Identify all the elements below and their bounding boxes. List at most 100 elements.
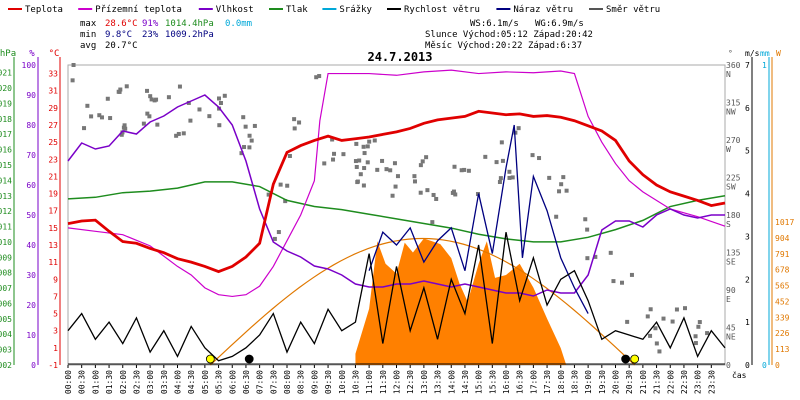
x-tick-label: 19:00 <box>584 370 593 394</box>
wind-direction-marker <box>547 175 552 180</box>
wind-direction-marker <box>365 160 370 165</box>
wind-direction-marker <box>176 131 181 136</box>
axis-tick-label: 5 <box>745 147 750 156</box>
axis-tick-label: 565 <box>775 282 790 291</box>
wind-direction-marker <box>241 115 246 120</box>
wind-direction-marker <box>116 89 121 94</box>
wind-direction-marker <box>355 179 360 184</box>
axis-tick-label: 1017 <box>0 130 12 139</box>
wind-direction-marker <box>674 307 679 312</box>
axis-unit-label: hPa <box>0 49 16 59</box>
axis-unit-label: % <box>29 49 35 59</box>
wind-direction-marker <box>390 193 395 198</box>
axis-tick-label: 11 <box>48 258 58 267</box>
wind-direction-marker <box>653 326 658 331</box>
wind-direction-marker <box>513 130 518 135</box>
axis-tick-label: 1021 <box>0 69 12 78</box>
wind-direction-marker <box>292 126 297 131</box>
wind-direction-marker <box>507 175 512 180</box>
wind-direction-marker <box>384 167 389 172</box>
wind-direction-marker <box>362 151 367 156</box>
x-tick-label: 17:00 <box>529 370 538 394</box>
wind-direction-marker <box>388 168 393 173</box>
axis-tick-label: 791 <box>775 250 790 259</box>
wind-direction-marker <box>89 114 94 119</box>
wind-direction-marker <box>670 319 675 324</box>
wind-direction-marker <box>420 159 425 164</box>
wind-direction-marker <box>354 141 359 146</box>
x-tick-label: 10:00 <box>338 370 347 394</box>
x-tick-label: 09:30 <box>324 370 333 394</box>
x-tick-label: 02:30 <box>132 370 141 394</box>
x-tick-label: 11:00 <box>365 370 374 394</box>
wind-direction-marker <box>380 158 385 163</box>
solar-max-curve <box>209 237 636 366</box>
wind-direction-marker <box>330 137 335 142</box>
axis-unit-label: °C <box>49 49 60 59</box>
axis-tick-label: 90 <box>26 91 36 100</box>
wind-direction-marker <box>322 161 327 166</box>
axis-tick-label: 17 <box>48 207 58 216</box>
legend-label-6: Náraz větru <box>513 5 573 15</box>
wind-direction-marker <box>249 138 254 143</box>
wind-direction-marker <box>216 96 221 101</box>
wind-direction-marker <box>483 154 488 159</box>
axis-tick-label: 30 <box>26 271 36 280</box>
x-tick-label: 01:30 <box>105 370 114 394</box>
sunset-marker <box>630 354 640 364</box>
wind-direction-marker <box>242 145 247 150</box>
axis-tick-label: 4 <box>745 190 750 199</box>
wind-direction-marker <box>510 175 515 180</box>
axis-tick-label: SW <box>726 183 736 192</box>
axis-tick-label: 3 <box>53 327 58 336</box>
legend-label-1: Přízemní teplota <box>95 5 182 15</box>
wind-direction-marker <box>431 192 436 197</box>
wind-direction-marker <box>99 115 104 120</box>
wind-direction-marker <box>247 145 252 150</box>
axis-tick-label: N <box>726 70 731 79</box>
axis-tick-label: 1020 <box>0 84 12 93</box>
wind-direction-marker <box>71 63 76 67</box>
wind-direction-marker <box>367 139 372 144</box>
wind-direction-marker <box>507 169 512 174</box>
series-vlhkost <box>67 94 725 297</box>
wind-direction-marker <box>412 179 417 184</box>
wind-direction-marker <box>361 183 366 188</box>
wind-direction-marker <box>155 122 160 127</box>
wind-direction-marker <box>105 96 110 101</box>
wind-direction-marker <box>272 236 277 241</box>
stats-temp: 20.7°C <box>105 41 138 51</box>
wind-direction-marker <box>418 163 423 168</box>
axis-tick-label: 904 <box>775 234 790 243</box>
wind-direction-marker <box>243 124 248 129</box>
axis-tick-label: SE <box>726 258 736 267</box>
wind-direction-marker <box>317 74 322 79</box>
legend-label-4: Srážky <box>339 5 372 15</box>
axis-tick-label: 20 <box>26 301 36 310</box>
axis-tick-label: 1007 <box>0 284 12 293</box>
axis-tick-label: 270 <box>726 136 741 145</box>
wind-direction-marker <box>266 192 271 197</box>
axis-tick-label: 0 <box>726 361 731 370</box>
axis-tick-label: 1 <box>53 344 58 353</box>
x-tick-label: 13:30 <box>434 370 443 394</box>
x-tick-label: 09:00 <box>310 370 319 394</box>
x-tick-label: 08:00 <box>283 370 292 394</box>
x-tick-label: 11:30 <box>379 370 388 394</box>
moonrise-marker <box>621 354 631 364</box>
series-náraz-větru <box>368 124 589 314</box>
legend-label-0: Teplota <box>25 5 63 15</box>
x-tick-label: 00:30 <box>78 370 87 394</box>
x-tick-label: 07:30 <box>269 370 278 394</box>
stats-label: avg <box>80 41 96 51</box>
x-tick-label: 22:00 <box>666 370 675 394</box>
wind-direction-marker <box>516 126 521 131</box>
wind-direction-marker <box>661 316 666 321</box>
axis-tick-label: 7 <box>745 61 750 70</box>
wind-direction-marker <box>278 182 283 187</box>
wind-direction-marker <box>177 84 182 89</box>
wind-direction-marker <box>218 101 223 106</box>
x-tick-label: 00:00 <box>64 370 73 394</box>
axis-tick-label: 360 <box>726 61 741 70</box>
